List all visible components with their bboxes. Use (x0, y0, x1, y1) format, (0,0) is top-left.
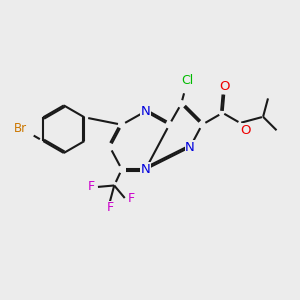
Text: N: N (185, 140, 195, 154)
Text: F: F (106, 201, 114, 214)
Text: N: N (141, 163, 150, 176)
Text: Br: Br (14, 122, 27, 134)
Text: F: F (128, 191, 135, 205)
Text: F: F (88, 180, 95, 194)
Text: O: O (240, 124, 250, 137)
Text: Cl: Cl (181, 74, 194, 88)
Text: N: N (141, 105, 150, 118)
Text: O: O (220, 80, 230, 93)
